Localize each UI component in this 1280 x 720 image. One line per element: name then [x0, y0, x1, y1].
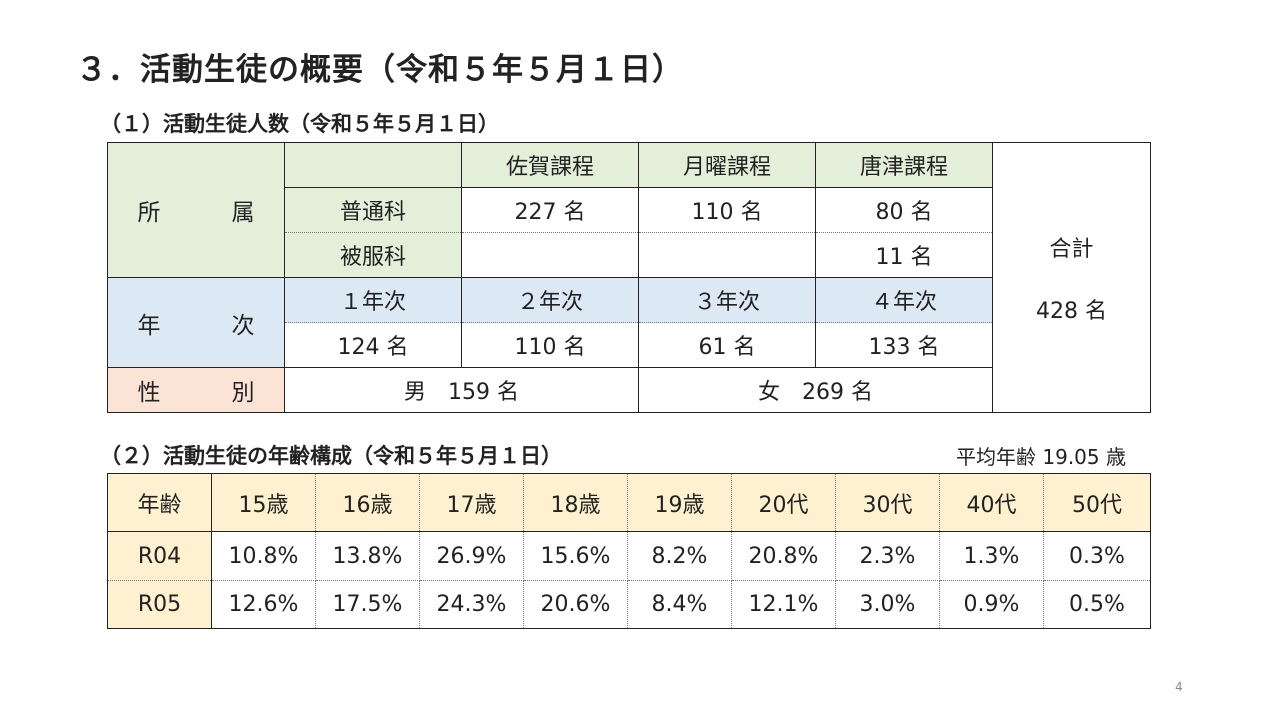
total-cell: 合計 428 名 — [992, 142, 1151, 413]
age-column-header: 19歳 — [627, 473, 732, 532]
count-cell: 80 名 — [815, 187, 993, 233]
percent-cell: 20.8% — [731, 531, 836, 581]
percent-cell: 13.8% — [315, 531, 420, 581]
age-column-header: 50代 — [1043, 473, 1151, 532]
age-column-header: 17歳 — [419, 473, 524, 532]
percent-cell: 20.6% — [523, 580, 628, 629]
percent-cell: 0.9% — [939, 580, 1044, 629]
age-column-header: 30代 — [835, 473, 940, 532]
age-distribution-table: 年齢 15歳 16歳 17歳 18歳 19歳 20代 30代 40代 50代 R… — [107, 473, 1151, 629]
percent-cell: 17.5% — [315, 580, 420, 629]
student-count-table: 所 属 佐賀課程 月曜課程 唐津課程 合計 428 名 普通科 227 名 11… — [107, 142, 1151, 413]
course-header: 唐津課程 — [815, 142, 993, 188]
count-cell: 110 名 — [638, 187, 816, 233]
age-column-header: 40代 — [939, 473, 1044, 532]
count-cell: 227 名 — [461, 187, 639, 233]
grade-count: 110 名 — [461, 322, 639, 368]
percent-cell: 10.8% — [211, 531, 316, 581]
percent-cell: 0.5% — [1043, 580, 1151, 629]
gender-label: 性 別 — [107, 367, 285, 413]
count-cell — [461, 232, 639, 278]
age-header: 年齢 — [107, 473, 212, 532]
year-label: R05 — [107, 580, 212, 629]
percent-cell: 8.4% — [627, 580, 732, 629]
year-label: R04 — [107, 531, 212, 581]
course-header: 月曜課程 — [638, 142, 816, 188]
percent-cell: 1.3% — [939, 531, 1044, 581]
age-column-header: 15歳 — [211, 473, 316, 532]
grade-count: 133 名 — [815, 322, 993, 368]
grade-count: 61 名 — [638, 322, 816, 368]
female-count: 女 269 名 — [638, 367, 993, 413]
count-cell — [638, 232, 816, 278]
table-row: R04 10.8% 13.8% 26.9% 15.6% 8.2% 20.8% 2… — [107, 531, 1151, 581]
age-column-header: 18歳 — [523, 473, 628, 532]
percent-cell: 0.3% — [1043, 531, 1151, 581]
grade-header: ４年次 — [815, 277, 993, 323]
grade-header: ２年次 — [461, 277, 639, 323]
section1-heading: （１）活動生徒人数（令和５年５月１日） — [100, 112, 499, 136]
total-value: 428 名 — [1036, 298, 1107, 324]
percent-cell: 26.9% — [419, 531, 524, 581]
percent-cell: 15.6% — [523, 531, 628, 581]
grade-header: ３年次 — [638, 277, 816, 323]
percent-cell: 12.1% — [731, 580, 836, 629]
section2-heading: （２）活動生徒の年齢構成（令和５年５月１日） — [100, 444, 562, 468]
male-count: 男 159 名 — [284, 367, 639, 413]
page-title: ３．活動生徒の概要（令和５年５月１日） — [76, 52, 684, 88]
percent-cell: 3.0% — [835, 580, 940, 629]
affiliation-label: 所 属 — [107, 142, 285, 278]
percent-cell: 8.2% — [627, 531, 732, 581]
percent-cell: 12.6% — [211, 580, 316, 629]
table-row: R05 12.6% 17.5% 24.3% 20.6% 8.4% 12.1% 3… — [107, 580, 1151, 629]
percent-cell: 24.3% — [419, 580, 524, 629]
department-label: 普通科 — [284, 187, 462, 233]
average-age: 平均年齢 19.05 歳 — [956, 445, 1126, 469]
course-header: 佐賀課程 — [461, 142, 639, 188]
percent-cell: 2.3% — [835, 531, 940, 581]
grade-count: 124 名 — [284, 322, 462, 368]
total-label: 合計 — [1049, 236, 1094, 262]
department-label: 被服科 — [284, 232, 462, 278]
count-cell: 11 名 — [815, 232, 993, 278]
grade-label: 年 次 — [107, 277, 285, 368]
page-number: 4 — [1175, 680, 1183, 694]
age-column-header: 16歳 — [315, 473, 420, 532]
grade-header: １年次 — [284, 277, 462, 323]
age-column-header: 20代 — [731, 473, 836, 532]
corner-cell — [284, 142, 462, 188]
